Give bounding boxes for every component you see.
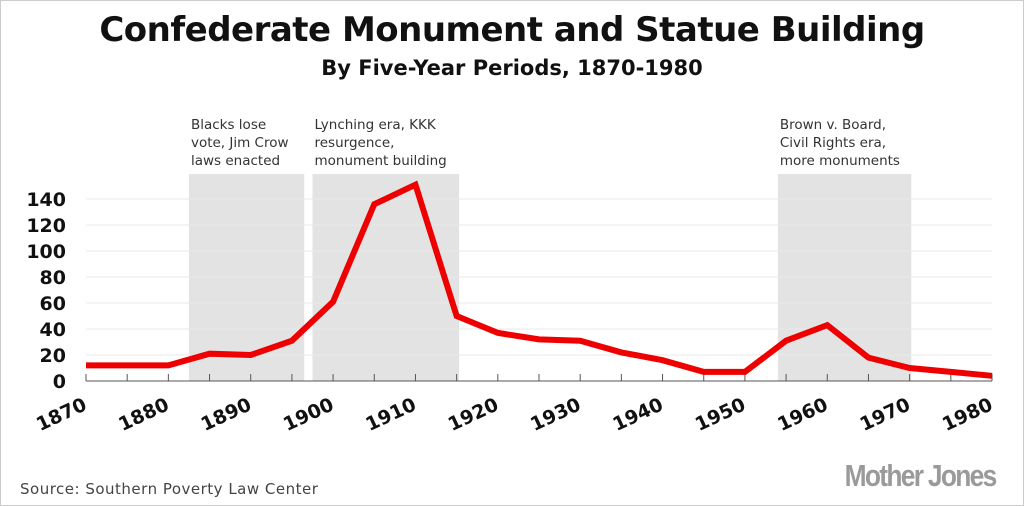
period-annotation: Lynching era, KKK [315, 117, 437, 133]
y-tick-label: 20 [40, 345, 66, 367]
x-tick-label: 1920 [445, 394, 502, 436]
period-annotation: Brown v. Board, [780, 117, 886, 133]
period-annotation: laws enacted [191, 153, 280, 169]
x-tick-label: 1940 [609, 394, 666, 436]
x-tick-label: 1900 [280, 394, 337, 436]
y-tick-label: 100 [26, 241, 66, 263]
period-annotation: resurgence, [315, 135, 395, 151]
x-tick-label: 1970 [857, 394, 914, 436]
y-tick-label: 0 [53, 371, 66, 393]
x-tick-label: 1980 [939, 394, 996, 436]
mother-jones-logo: Mother Jones [845, 458, 998, 493]
x-tick-label: 1890 [198, 394, 255, 436]
y-tick-label: 140 [26, 189, 66, 211]
y-tick-label: 40 [40, 319, 66, 341]
source-note: Source: Southern Poverty Law Center [20, 480, 319, 498]
y-tick-label: 80 [40, 267, 66, 289]
x-tick-label: 1870 [33, 394, 90, 436]
period-annotation: Blacks lose [191, 117, 266, 133]
y-tick-label: 120 [26, 215, 66, 237]
x-tick-label: 1930 [527, 394, 584, 436]
x-tick-label: 1950 [692, 394, 749, 436]
y-tick-label: 60 [40, 293, 66, 315]
period-annotation: vote, Jim Crow [191, 135, 289, 151]
chart-subtitle: By Five-Year Periods, 1870-1980 [321, 56, 703, 80]
x-tick-label: 1910 [362, 394, 419, 436]
chart-title: Confederate Monument and Statue Building [99, 10, 925, 50]
period-annotation: more monuments [780, 153, 900, 169]
x-tick-label: 1880 [115, 394, 172, 436]
x-tick-label: 1960 [774, 394, 831, 436]
period-annotation: Civil Rights era, [780, 135, 886, 151]
period-annotation: monument building [315, 153, 447, 169]
